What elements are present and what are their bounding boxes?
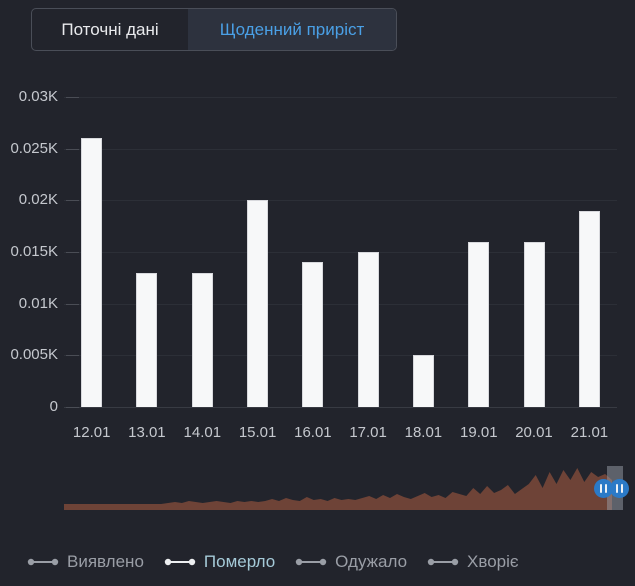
y-axis-label: 0 (49, 398, 58, 415)
bar-16.01[interactable] (302, 262, 324, 407)
y-axis-tick (66, 303, 79, 305)
y-axis-label: 0.015K (10, 243, 58, 260)
y-axis-label: 0.03K (18, 88, 58, 105)
scrubber-handle-right[interactable] (610, 479, 629, 498)
x-axis-label: 15.01 (238, 424, 277, 441)
y-axis-tick (66, 355, 79, 357)
scrubber-area-chart (64, 468, 612, 510)
x-axis-label: 14.01 (183, 424, 222, 441)
legend-label: Померло (203, 552, 276, 571)
x-axis-label: 13.01 (128, 424, 166, 441)
bar-18.01[interactable] (412, 355, 434, 407)
bar-21.01[interactable] (578, 210, 600, 407)
legend: Виявлено Померло Одужало Хворіє (27, 548, 519, 576)
legend-label: Виявлено (67, 552, 144, 571)
scrubber-handle-left[interactable] (594, 479, 613, 498)
gridline (64, 148, 617, 150)
tab-group: Поточні дані Щоденний приріст (31, 8, 397, 51)
x-axis-label: 17.01 (349, 424, 387, 441)
x-axis-label: 19.01 (460, 424, 498, 441)
series-line-icon (427, 558, 459, 566)
series-line-icon (27, 558, 59, 566)
y-axis-tick (66, 148, 79, 150)
legend-item-sick[interactable]: Хворіє (427, 552, 519, 572)
y-axis-label: 0.025K (10, 139, 58, 157)
pause-bar-icon (600, 484, 602, 493)
x-axis-label: 18.01 (404, 424, 443, 441)
legend-item-detected[interactable]: Виявлено (27, 552, 144, 572)
x-axis-label: 20.01 (515, 424, 553, 441)
y-axis-tick (66, 97, 79, 98)
tab-daily-increase[interactable]: Щоденний приріст (188, 9, 396, 50)
x-axis-label: 12.01 (72, 424, 111, 441)
bar-17.01[interactable] (357, 252, 379, 407)
gridline (64, 355, 617, 357)
bar-19.01[interactable] (468, 241, 490, 407)
pause-bar-icon (605, 484, 607, 493)
bar-20.01[interactable] (523, 241, 545, 407)
y-axis-label: 0.02K (18, 191, 58, 209)
legend-item-recovered[interactable]: Одужало (295, 552, 407, 572)
series-line-icon (295, 558, 327, 566)
gridline (64, 407, 617, 408)
bar-14.01[interactable] (191, 272, 213, 407)
bar-13.01[interactable] (136, 272, 158, 407)
x-axis-label: 16.01 (294, 424, 332, 441)
gridline (64, 252, 617, 253)
legend-label: Одужало (335, 552, 408, 571)
legend-item-died[interactable]: Померло (164, 552, 275, 572)
x-axis-label: 21.01 (570, 424, 609, 441)
y-axis-label: 0.01K (18, 294, 58, 312)
y-axis-tick (66, 200, 79, 202)
pause-bar-icon (621, 484, 623, 493)
gridline (64, 200, 617, 202)
gridline (64, 97, 617, 98)
bar-15.01[interactable] (247, 200, 269, 407)
tab-current-data[interactable]: Поточні дані (61, 19, 159, 39)
pause-bar-icon (616, 484, 618, 493)
legend-label: Хворіє (467, 552, 519, 571)
y-axis-tick (66, 407, 79, 408)
bar-12.01[interactable] (81, 138, 103, 407)
series-line-icon (164, 558, 196, 566)
y-axis-tick (66, 252, 79, 253)
gridline (64, 303, 617, 305)
y-axis-label: 0.005K (10, 346, 58, 364)
